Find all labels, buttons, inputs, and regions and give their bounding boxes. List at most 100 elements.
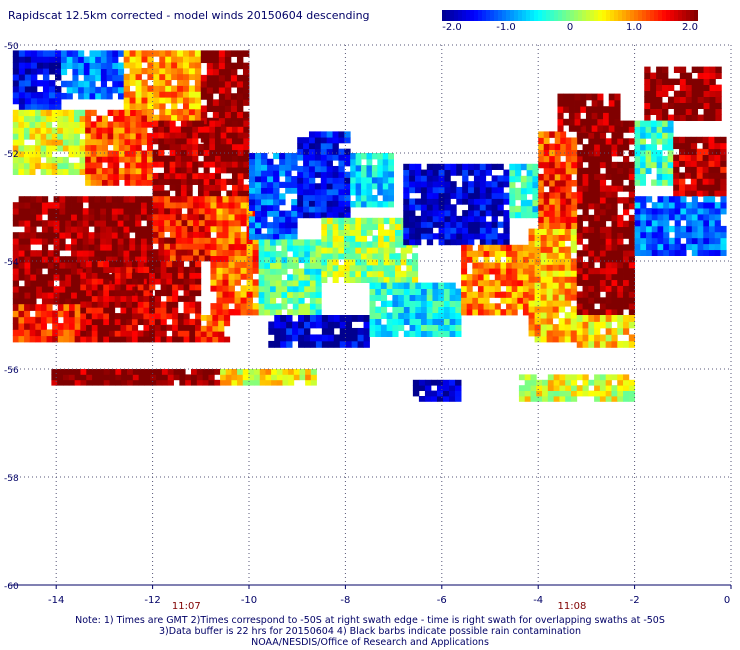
data-cell	[599, 232, 607, 239]
data-cell	[389, 223, 396, 230]
data-cell	[92, 374, 99, 381]
data-cell	[466, 256, 473, 263]
data-cell	[611, 309, 618, 316]
data-cell	[389, 217, 396, 225]
data-cell	[623, 167, 630, 175]
data-cell	[234, 225, 241, 233]
data-cell	[366, 247, 373, 254]
data-cell	[164, 225, 171, 232]
data-cell	[154, 272, 162, 279]
data-cell	[709, 208, 716, 215]
data-cell	[571, 216, 578, 223]
data-cell	[472, 262, 479, 269]
data-cell	[571, 204, 578, 211]
data-cell	[395, 253, 402, 260]
data-cell	[617, 396, 624, 402]
data-cell	[304, 327, 311, 335]
data-cell	[500, 291, 507, 298]
data-cell	[552, 246, 560, 253]
data-cell	[291, 181, 298, 188]
data-cell	[574, 106, 581, 113]
data-cell	[158, 149, 165, 156]
data-cell	[549, 186, 556, 193]
data-cell	[599, 379, 607, 386]
data-cell	[679, 136, 686, 144]
data-cell	[360, 259, 368, 266]
data-cell	[143, 272, 150, 279]
data-cell	[576, 203, 583, 210]
data-cell	[222, 285, 229, 292]
data-cell	[171, 97, 178, 104]
data-cell	[90, 162, 97, 169]
colorbar-segment	[490, 10, 495, 21]
data-cell	[685, 96, 693, 103]
data-cell	[124, 109, 131, 117]
data-cell	[432, 175, 439, 182]
data-cell	[430, 390, 438, 397]
data-cell	[485, 221, 493, 228]
data-cell	[344, 200, 351, 207]
data-cell	[194, 97, 202, 104]
data-cell	[382, 153, 389, 160]
data-cell	[224, 56, 232, 64]
data-cell	[320, 212, 328, 219]
data-cell	[520, 205, 528, 213]
data-cell	[275, 251, 282, 258]
data-cell	[686, 219, 693, 227]
data-cell	[23, 115, 30, 122]
data-cell	[450, 204, 457, 211]
data-cell	[29, 329, 36, 337]
data-cell	[309, 262, 317, 269]
data-cell	[76, 292, 84, 299]
data-cell	[123, 244, 130, 251]
data-cell	[690, 136, 698, 144]
data-cell	[603, 125, 610, 132]
x-tick-label: -12	[144, 595, 160, 606]
data-cell	[571, 137, 578, 144]
data-cell	[140, 214, 148, 221]
data-cell	[594, 214, 601, 222]
data-cell	[605, 267, 612, 275]
data-cell	[209, 172, 216, 180]
data-cell	[473, 186, 481, 194]
data-cell	[126, 289, 133, 297]
data-cell	[12, 274, 20, 281]
data-cell	[570, 234, 578, 241]
data-cell	[74, 379, 81, 386]
data-cell	[462, 163, 469, 170]
data-cell	[605, 297, 612, 304]
data-cell	[380, 312, 388, 319]
data-cell	[108, 301, 116, 308]
data-cell	[206, 320, 213, 327]
data-cell	[571, 222, 578, 229]
colorbar-segment	[690, 10, 695, 21]
data-cell	[172, 324, 179, 331]
data-cell	[210, 267, 217, 274]
data-cell	[380, 282, 388, 289]
data-cell	[114, 313, 121, 320]
data-cell	[489, 285, 496, 292]
data-cell	[343, 264, 351, 272]
data-cell	[103, 261, 110, 268]
data-cell	[398, 288, 405, 295]
data-cell	[497, 233, 504, 240]
data-cell	[623, 144, 630, 151]
data-cell	[708, 178, 715, 185]
data-cell	[369, 306, 376, 313]
data-cell	[520, 211, 528, 219]
data-cell	[594, 297, 601, 304]
data-cell	[554, 167, 561, 175]
data-cell	[172, 318, 179, 326]
data-cell	[12, 62, 20, 69]
data-cell	[18, 316, 25, 324]
data-cell	[129, 268, 136, 275]
data-cell	[192, 161, 199, 168]
data-cell	[338, 160, 345, 167]
data-cell	[30, 50, 38, 57]
data-cell	[372, 217, 379, 225]
data-cell	[114, 284, 121, 291]
data-cell	[224, 111, 232, 119]
data-cell	[113, 144, 120, 151]
data-cell	[538, 222, 545, 229]
data-cell	[23, 168, 30, 175]
